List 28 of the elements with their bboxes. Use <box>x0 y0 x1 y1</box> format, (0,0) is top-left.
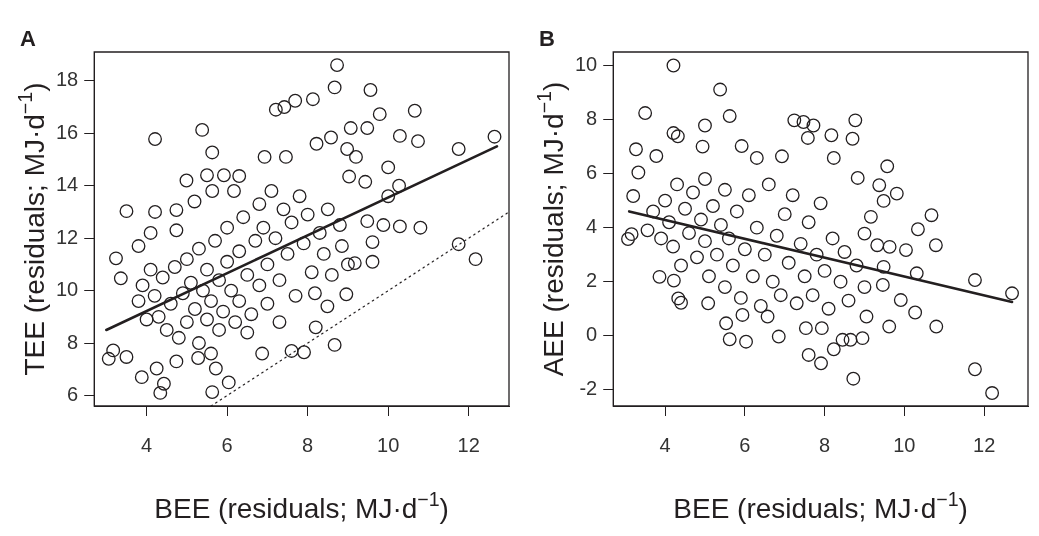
y-tick-label: -2 <box>579 377 598 400</box>
y-tick-label: 10 <box>56 278 79 301</box>
x-tick-label: 12 <box>973 433 996 456</box>
x-tick-label: 6 <box>739 433 751 456</box>
y-tick-label: 0 <box>586 323 598 346</box>
y-tick-label: 4 <box>586 215 598 238</box>
x-tick-label: 10 <box>893 433 916 456</box>
y-tick-label: 6 <box>586 161 598 184</box>
y-tick-label: 10 <box>575 53 598 76</box>
x-tick-label: 8 <box>819 433 831 456</box>
y-tick-label: 2 <box>586 269 598 292</box>
y-axis-title: AEE (residuals; MJ·d−1) <box>533 81 569 377</box>
x-tick-label: 10 <box>377 433 400 456</box>
y-tick-label: 16 <box>56 120 79 143</box>
y-tick-label: 18 <box>56 68 79 91</box>
x-tick-label: 8 <box>302 433 314 456</box>
y-tick-label: 8 <box>67 330 79 353</box>
y-tick-label: 8 <box>586 107 598 130</box>
y-axis-title: TEE (residuals; MJ·d−1) <box>14 82 50 376</box>
y-tick-label: 14 <box>56 173 79 196</box>
chart-title: A <box>20 26 36 51</box>
chart-title: B <box>539 26 555 51</box>
x-tick-label: 4 <box>141 433 153 456</box>
x-tick-label: 12 <box>457 433 480 456</box>
y-tick-label: 12 <box>56 225 79 248</box>
x-tick-label: 6 <box>221 433 233 456</box>
x-tick-label: 4 <box>659 433 671 456</box>
y-tick-label: 6 <box>67 383 79 406</box>
